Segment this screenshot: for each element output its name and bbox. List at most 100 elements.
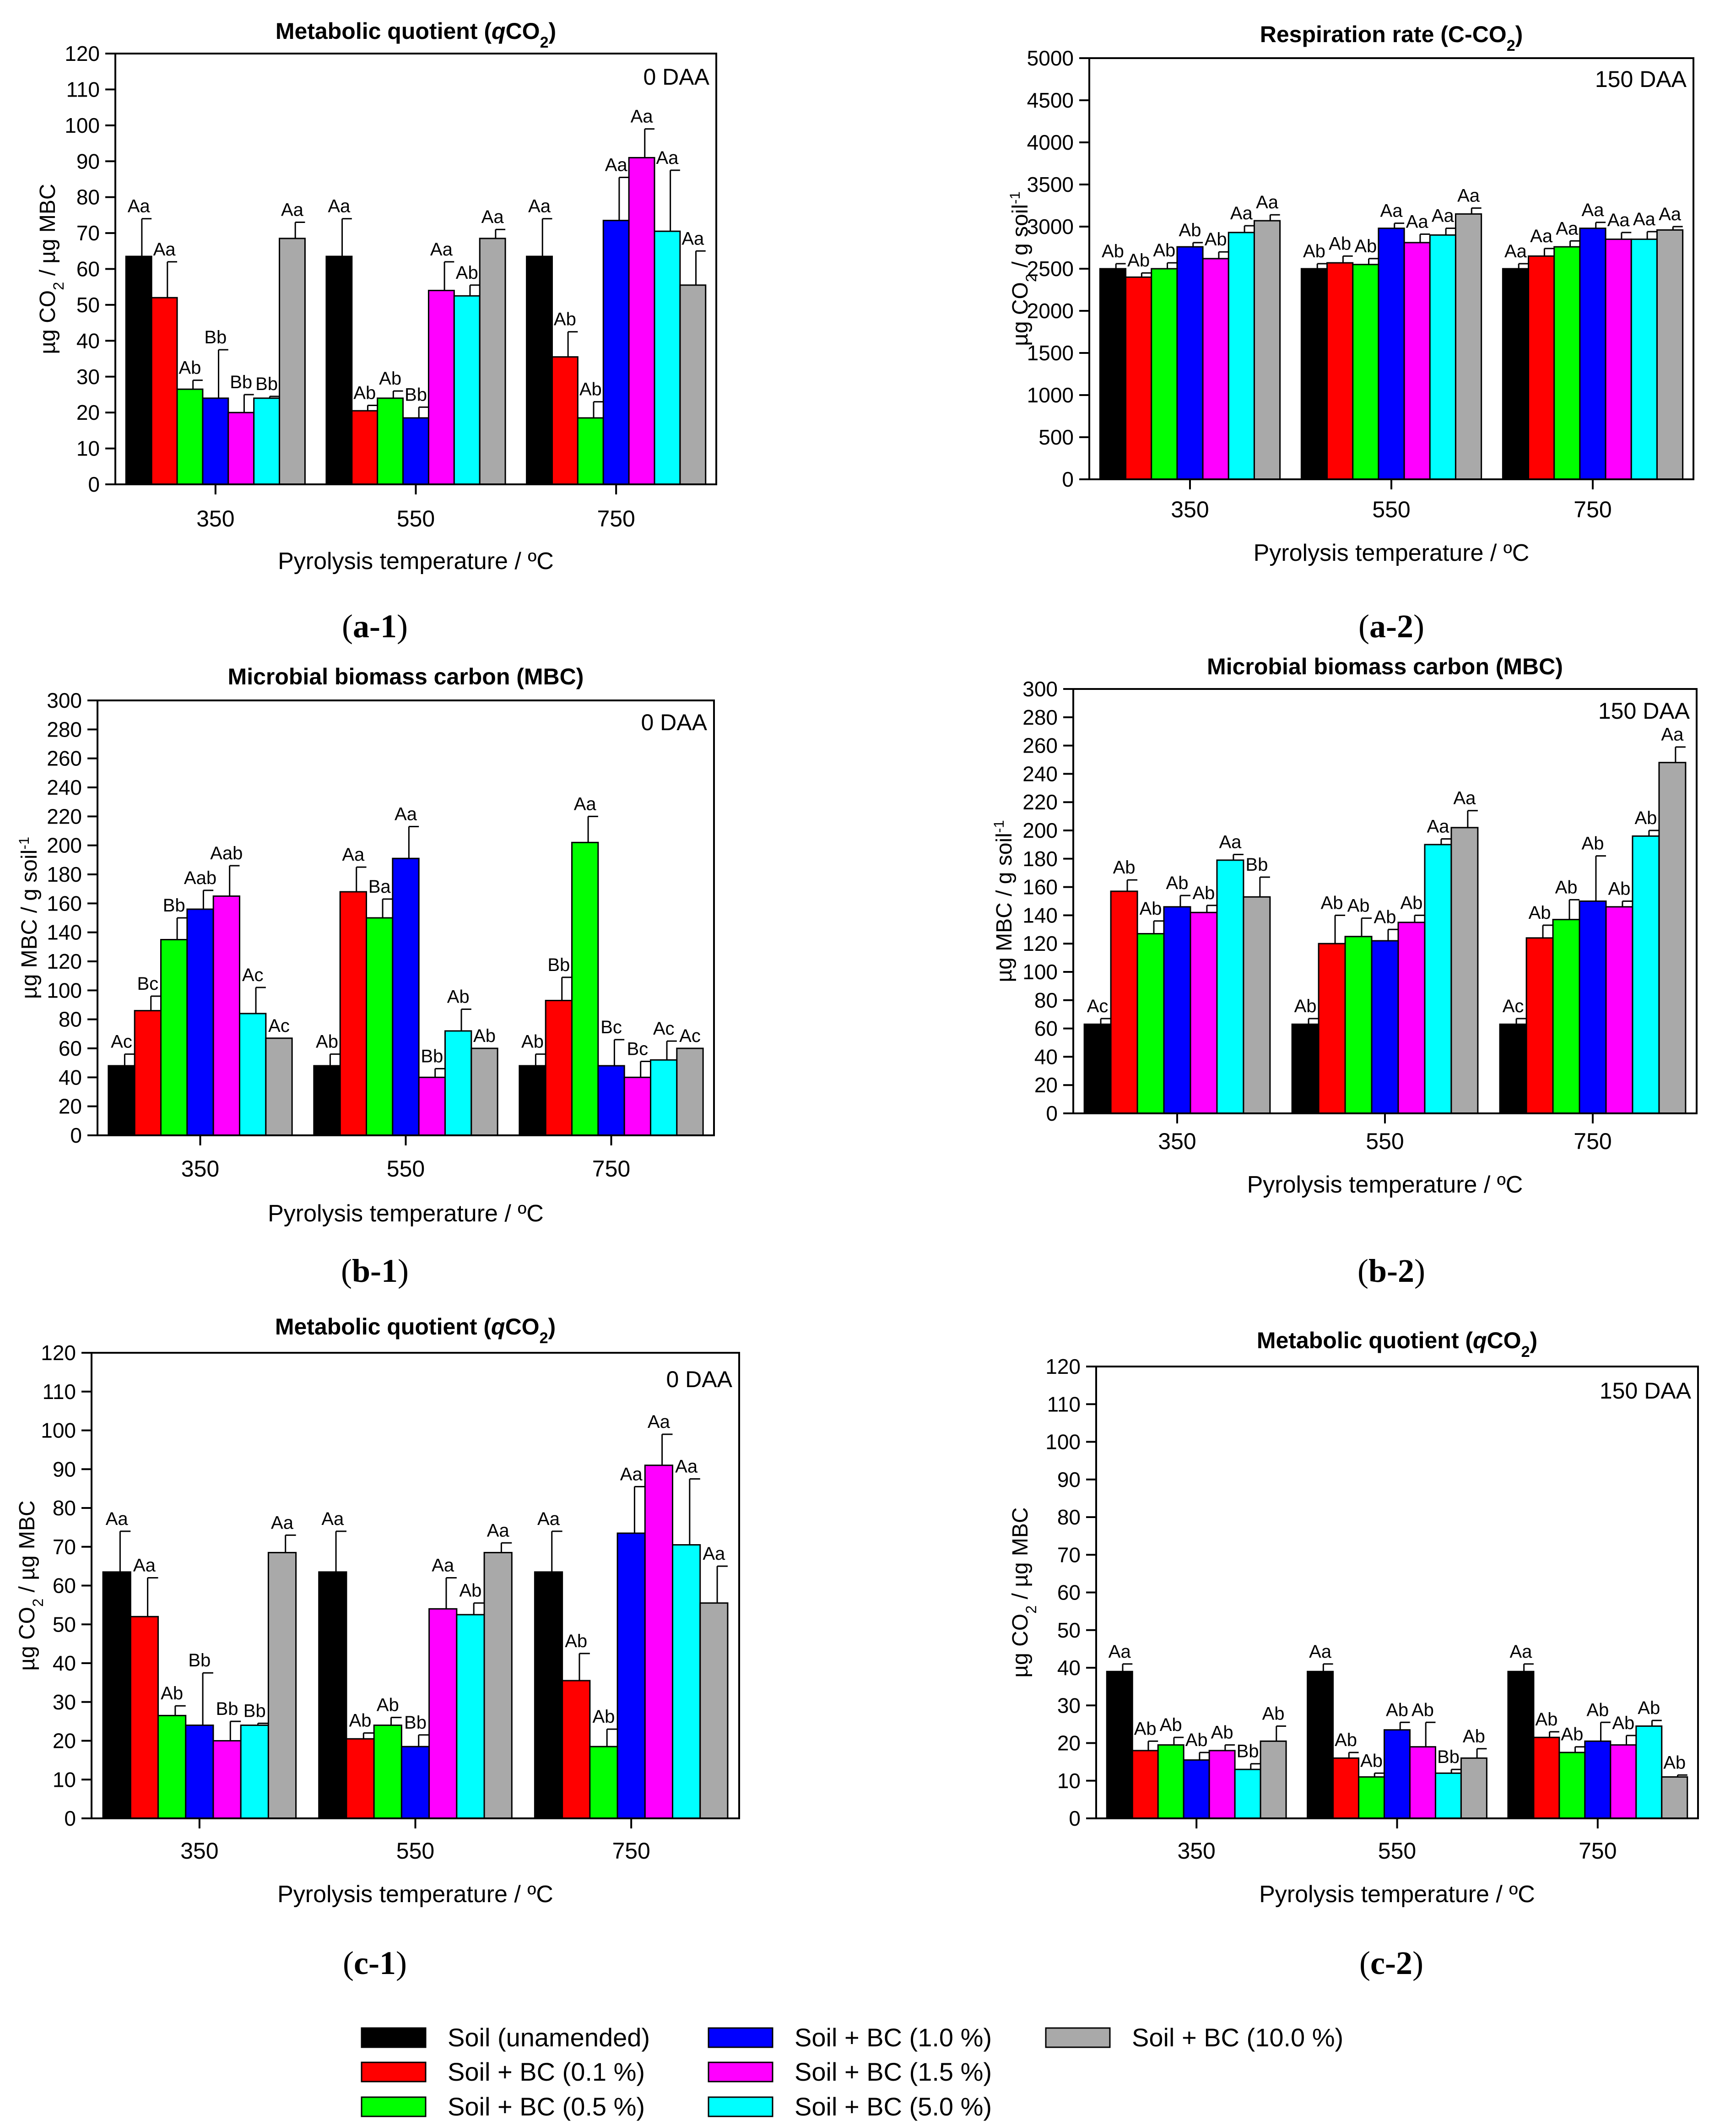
y-tick-label: 1500 (1027, 341, 1074, 365)
significance-letter: Bb (163, 895, 185, 916)
bar (649, 1059, 678, 1136)
significance-letter: Ab (353, 383, 376, 403)
y-tick-label: 3500 (1027, 173, 1074, 196)
significance-letter: Ab (1586, 1700, 1609, 1720)
bar (1234, 1768, 1261, 1819)
chart-title: Metabolic quotient (qCO2) (276, 18, 556, 51)
bar (1605, 239, 1632, 480)
legend-swatch (361, 2027, 427, 2048)
significance-letter: Ab (161, 1683, 183, 1703)
x-axis-label: Pyrolysis temperature / ºC (268, 1200, 544, 1227)
bar (534, 1571, 563, 1819)
significance-letter: Ab (447, 987, 470, 1007)
significance-letter: Aa (1219, 832, 1242, 852)
legend-label: Soil + BC (0.1 %) (448, 2057, 645, 2086)
y-tick-label: 40 (53, 1651, 76, 1675)
plot-frame (97, 700, 715, 1136)
y-axis-ticks: 0 10 20 30 40 50 60 70 80 90 100 110 120 (1045, 1355, 1096, 1830)
bar (1176, 246, 1204, 480)
bar (202, 397, 229, 485)
significance-letter: Ab (459, 1581, 481, 1601)
bar (1635, 1725, 1663, 1819)
bar (1499, 1023, 1527, 1114)
significance-letter: Aa (328, 196, 351, 217)
significance-letter: Ab (316, 1032, 338, 1052)
bar (444, 1030, 472, 1136)
bar (1579, 900, 1607, 1114)
x-tick-label: 350 (196, 506, 234, 532)
bar (238, 1013, 267, 1136)
significance-letter: Bb (216, 1699, 238, 1719)
significance-letter: Ab (1561, 1725, 1583, 1745)
bar (1610, 1744, 1637, 1819)
significance-letter: Ab (1412, 1700, 1434, 1720)
x-axis-label: Pyrolysis temperature / ºC (1259, 1881, 1535, 1908)
bar (1533, 1736, 1560, 1819)
legend: Soil (unamended) Soil + BC (0.1 %) Soil + … (361, 2023, 1343, 2121)
x-tick-label: 550 (387, 1156, 425, 1182)
significance-letter: Ab (178, 358, 201, 378)
significance-letter: Ab (554, 309, 576, 330)
significance-letter: Aa (106, 1509, 129, 1529)
bar (589, 1746, 618, 1819)
bar (672, 1544, 701, 1819)
significance-letter: Ab (456, 263, 478, 283)
legend-item: Soil + BC (10.0 %) (1045, 2023, 1343, 2052)
bar (279, 238, 306, 485)
bar (676, 1047, 704, 1136)
significance-letter: Aab (210, 843, 243, 863)
y-axis-label: µg CO2 / g soil-1 (1007, 191, 1039, 346)
bar (1371, 940, 1399, 1114)
bar (427, 290, 455, 485)
legend-swatch (708, 2061, 773, 2083)
bar (157, 1714, 187, 1819)
bar (1507, 1670, 1535, 1819)
y-tick-label: 10 (1057, 1769, 1081, 1793)
bar (1558, 1752, 1586, 1819)
bar (1307, 1670, 1334, 1819)
significance-letter: Bc (137, 974, 158, 994)
x-tick-label: 550 (397, 506, 435, 532)
bar (679, 284, 707, 485)
y-tick-label: 300 (1022, 677, 1058, 701)
chart-panel-b-1: Microbial biomass carbon (MBC) 0 20 40 60 80 1… (16, 664, 715, 1289)
significance-letter: Ab (592, 1707, 615, 1727)
bar (628, 157, 655, 485)
significance-letter: Aa (703, 1544, 725, 1564)
days-after-application-label: 150 DAA (1600, 1378, 1692, 1404)
significance-letter: Aa (321, 1509, 344, 1529)
bar (1243, 896, 1271, 1114)
y-tick-label: 20 (59, 1095, 82, 1118)
y-tick-label: 30 (53, 1690, 76, 1714)
significance-letter: Ab (1113, 857, 1136, 878)
y-tick-label: 5000 (1027, 46, 1074, 70)
significance-letter: Ab (1374, 907, 1396, 927)
bar (1157, 1744, 1184, 1819)
bar (519, 1065, 546, 1136)
significance-letter: Ac (653, 1019, 675, 1039)
significance-letter: Aa (1427, 817, 1449, 837)
y-tick-label: 80 (1034, 988, 1058, 1012)
chart-title: Microbial biomass carbon (MBC) (1207, 654, 1563, 679)
y-tick-label: 80 (59, 1008, 82, 1031)
bar (1632, 835, 1660, 1114)
significance-letter: Ab (1463, 1726, 1485, 1746)
significance-letter: Aa (1453, 788, 1476, 808)
bar (212, 1740, 242, 1819)
bar (1332, 1757, 1360, 1819)
bar (1434, 1772, 1462, 1819)
legend-item: Soil + BC (1.0 %) (708, 2023, 992, 2052)
bar (1460, 1757, 1487, 1819)
chart-panel-c-2: Metabolic quotient (qCO2) 0 10 20 30 40 50 60 70… (1008, 1328, 1699, 1981)
significance-letter: Ac (268, 1016, 290, 1036)
bar (1110, 890, 1138, 1114)
y-tick-label: 100 (1045, 1430, 1081, 1454)
legend-label: Soil + BC (1.0 %) (795, 2023, 992, 2052)
significance-letter: Ac (111, 1032, 132, 1052)
chart-title: Metabolic quotient (qCO2) (1257, 1328, 1537, 1361)
significance-letter: Aa (1406, 212, 1429, 232)
bar (134, 1010, 162, 1136)
significance-letter: Aa (1659, 204, 1682, 224)
significance-letter: Bb (204, 327, 227, 347)
y-tick-label: 60 (1034, 1017, 1058, 1041)
